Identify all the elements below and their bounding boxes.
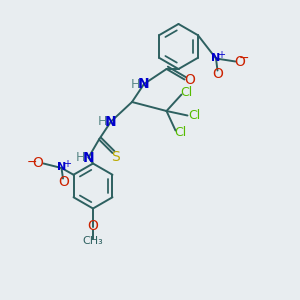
- Text: N: N: [212, 53, 220, 63]
- Text: O: O: [184, 73, 195, 86]
- Text: H: H: [131, 77, 140, 91]
- Text: Cl: Cl: [188, 109, 200, 122]
- Text: H: H: [75, 151, 85, 164]
- Text: H: H: [98, 115, 107, 128]
- Text: −: −: [27, 155, 37, 169]
- Text: +: +: [63, 159, 71, 169]
- Text: −: −: [239, 52, 249, 65]
- Text: O: O: [88, 220, 98, 233]
- Text: O: O: [212, 67, 223, 81]
- Text: N: N: [105, 115, 117, 128]
- Text: Cl: Cl: [180, 85, 192, 99]
- Text: O: O: [33, 156, 44, 170]
- Text: N: N: [57, 162, 66, 172]
- Text: Cl: Cl: [174, 126, 186, 140]
- Text: N: N: [83, 151, 94, 164]
- Text: CH₃: CH₃: [82, 236, 103, 247]
- Text: S: S: [111, 150, 120, 164]
- Text: O: O: [234, 55, 245, 68]
- Text: +: +: [218, 50, 225, 60]
- Text: O: O: [58, 175, 69, 189]
- Text: N: N: [138, 77, 150, 91]
